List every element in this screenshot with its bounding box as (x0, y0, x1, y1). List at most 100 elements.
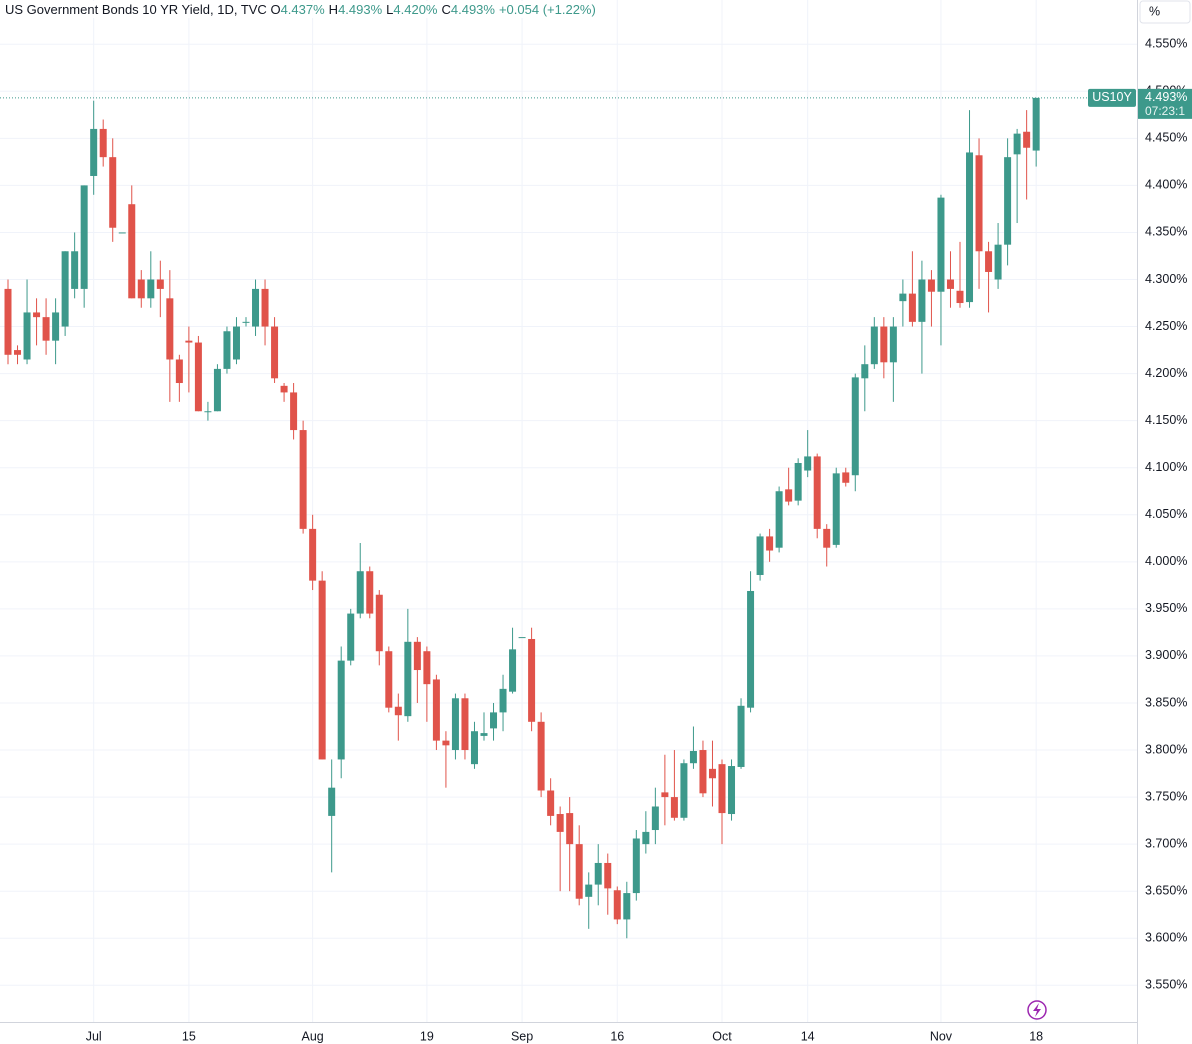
candle-body (213, 368, 221, 412)
y-tick-label: 3.800% (1145, 742, 1187, 756)
candle-body (699, 750, 707, 794)
candle-body (61, 251, 69, 327)
candle-body (223, 331, 231, 369)
x-tick-label: Aug (302, 1029, 324, 1043)
y-tick-label: 3.650% (1145, 883, 1187, 897)
x-tick-label: Sep (511, 1029, 533, 1043)
candle-body (880, 326, 888, 363)
candle-body (14, 350, 22, 355)
candle-body (946, 279, 954, 289)
legend-key: H (328, 2, 339, 17)
candle-body (261, 288, 269, 327)
candle-body (337, 660, 345, 760)
candle-body (537, 721, 545, 791)
candle-body (90, 128, 98, 176)
candle-body (366, 571, 374, 614)
y-unit-label: % (1149, 4, 1160, 18)
candle-body (927, 279, 935, 292)
candle-body (480, 733, 488, 736)
price-tags: US10Y 4.493%07:23:1 (0, 88, 1192, 119)
candle-body (775, 491, 783, 548)
y-tick-label: 3.950% (1145, 601, 1187, 615)
candle-body (918, 279, 926, 322)
x-tick-label: 16 (610, 1029, 624, 1043)
y-tick-label: 3.550% (1145, 978, 1187, 992)
candle-body (966, 152, 974, 303)
candle-body (823, 528, 831, 548)
title: US Government Bonds 10 YR Yield, 1D, TVC (5, 2, 267, 17)
candle-body (290, 392, 298, 431)
candle-body (137, 279, 145, 299)
candle-body (385, 651, 393, 708)
candle-body (423, 651, 431, 685)
price-tag-bg (1138, 88, 1192, 119)
y-tick-label: 4.550% (1145, 37, 1187, 51)
y-tick-label: 3.700% (1145, 836, 1187, 850)
candle-body (689, 750, 697, 764)
candle-body (747, 590, 755, 708)
candle-body (1013, 133, 1021, 155)
candle-body (680, 763, 688, 818)
candle-body (994, 244, 1002, 280)
candle-body (499, 688, 507, 713)
lightning-icon[interactable] (1027, 1000, 1047, 1020)
candle-body (518, 637, 526, 639)
candles (4, 97, 1040, 939)
candle-body (851, 377, 859, 476)
candle-body (528, 638, 536, 722)
candle-body (185, 340, 193, 343)
symbol-tag: US10Y (1092, 90, 1132, 104)
candle-body (632, 838, 640, 894)
candle-body (71, 251, 79, 289)
candle-body (394, 706, 402, 716)
y-tick-label: 4.350% (1145, 225, 1187, 239)
candle-body (899, 293, 907, 302)
candle-body (670, 797, 678, 818)
candle-body (33, 312, 41, 318)
candle-body (794, 463, 802, 501)
candle-body (413, 641, 421, 671)
candle-body (728, 766, 736, 815)
candle-body (109, 157, 117, 228)
candle-body (461, 698, 469, 751)
grid (0, 0, 1137, 1022)
candle-body (613, 890, 621, 920)
legend-key: C (441, 2, 451, 17)
legend-key: L (386, 2, 394, 17)
legend-key: O (270, 2, 281, 17)
candle-body (252, 288, 260, 327)
candle-body (566, 813, 574, 845)
candle-body (870, 326, 878, 365)
candle-body (404, 641, 412, 717)
unit-box[interactable] (1139, 0, 1191, 24)
candle-body (509, 649, 517, 692)
candle-body (194, 342, 202, 412)
candle-body (451, 698, 459, 751)
y-tick-label: 4.250% (1145, 319, 1187, 333)
candle-body (118, 232, 126, 234)
legend: US Government Bonds 10 YR Yield, 1D, TVC… (2, 1, 603, 18)
candle-body (490, 712, 498, 729)
candle-body (80, 185, 88, 289)
x-tick-label: 18 (1029, 1029, 1043, 1043)
candle-body (785, 489, 793, 502)
candle-body (718, 764, 726, 814)
candle-body (347, 613, 355, 661)
candle-body (375, 594, 383, 652)
candle-body (299, 430, 307, 529)
y-tick-label: 4.450% (1145, 131, 1187, 145)
candle-body (975, 155, 983, 252)
candle-body (128, 204, 136, 299)
candle-body (156, 279, 164, 289)
candle-body (547, 790, 555, 816)
x-tick-label: Oct (712, 1029, 732, 1043)
candle-body (1023, 131, 1031, 148)
candle-body (442, 740, 450, 746)
candle-body (318, 580, 326, 760)
y-tick-label: 4.050% (1145, 507, 1187, 521)
candle-body (271, 326, 279, 379)
legend-value: 4.437% (280, 2, 325, 17)
candle-body (432, 679, 440, 741)
